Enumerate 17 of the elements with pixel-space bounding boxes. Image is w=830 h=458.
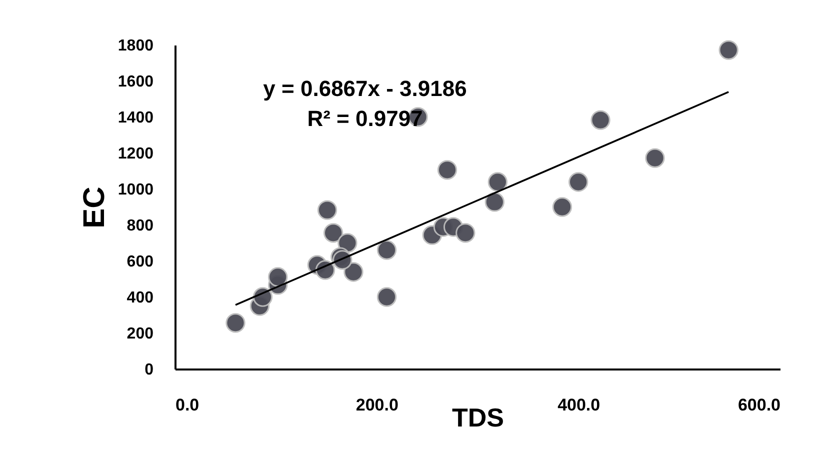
y-tick-label: 600	[126, 254, 154, 270]
x-tick-label: 200.0	[356, 396, 398, 414]
y-tick-label: 400	[126, 290, 154, 306]
y-tick-label: 1000	[118, 182, 154, 198]
y-tick-label: 1400	[118, 110, 154, 126]
x-tick-label: 0.0	[176, 396, 200, 414]
x-axis-title: TDS	[452, 402, 504, 432]
y-tick-label: 800	[126, 218, 154, 234]
y-tick-label: 1800	[118, 38, 154, 54]
x-tick-label: 400.0	[558, 396, 600, 414]
y-tick-label: 1600	[118, 74, 154, 90]
y-tick-label: 0	[144, 362, 154, 378]
y-tick-label: 200	[126, 326, 154, 342]
y-axis-title: EC	[78, 186, 111, 228]
annotation: y = 0.6867x - 3.9186	[263, 76, 467, 101]
x-tick-label: 600.0	[738, 396, 780, 414]
y-tick-label: 1200	[118, 146, 154, 162]
